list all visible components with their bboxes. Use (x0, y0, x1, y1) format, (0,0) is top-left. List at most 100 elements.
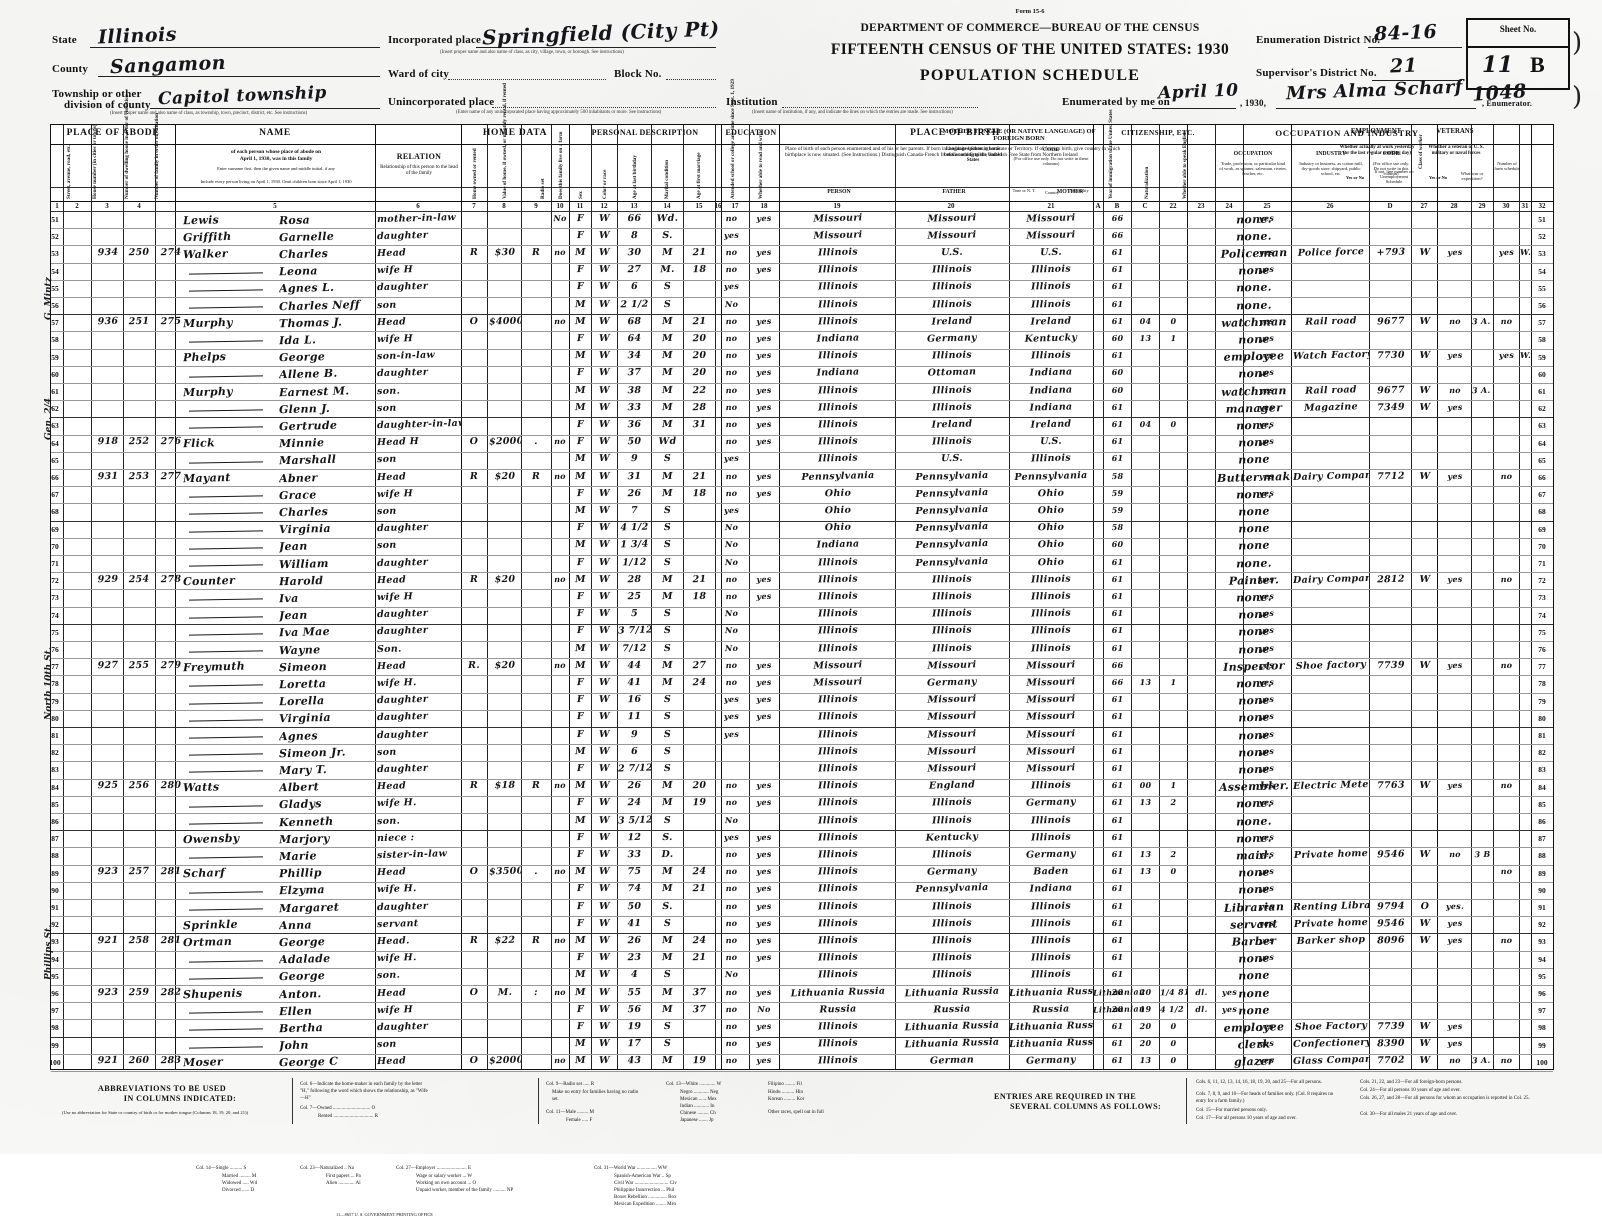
cell-given: Iva (278, 591, 299, 606)
ditto-dash (188, 512, 264, 516)
cell-occupation: none. (1235, 487, 1273, 502)
row-number-right: 58 (1538, 335, 1546, 345)
cell-marital: S (663, 625, 672, 637)
cell-house: 936 (97, 315, 119, 327)
row-rule (51, 813, 1553, 814)
ditto-dash (188, 271, 264, 275)
enumerator-name: Mrs Alma Scharf (1285, 76, 1464, 105)
cell-relation: Head (376, 1055, 407, 1068)
cell-color: W (598, 693, 611, 706)
cell-birth_father: Illinois (931, 573, 973, 586)
cell-relation: son (376, 505, 397, 518)
column-number: 28 (1450, 202, 1458, 210)
cell-code_b: 20 (1139, 1020, 1152, 1032)
footer-col14-married: Married ......... M (222, 1174, 257, 1179)
cell-value: $30 (494, 246, 516, 259)
cell-sex: F (576, 831, 585, 843)
column-rule (617, 125, 618, 1069)
row-number-left: 86 (51, 817, 59, 826)
cell-birth_person: Illinois (817, 555, 859, 569)
cell-readwrite: yes (756, 470, 772, 481)
cell-age_m: 27 (692, 659, 707, 671)
cell-class: W (1419, 315, 1431, 327)
cell-marital: M (661, 315, 674, 327)
cell-given: John (278, 1038, 309, 1053)
cell-birth_person: Illinois (817, 315, 859, 328)
cell-age_m: 20 (692, 332, 707, 345)
row-number-right: 79 (1538, 696, 1546, 706)
institution-note: (Insert name of institution, if any, and… (752, 109, 953, 115)
rot-age: Age at last birthday (632, 155, 638, 199)
cell-age_m: 21 (692, 573, 707, 585)
cell-relation: Head. (376, 935, 410, 948)
ward-label: Ward of city (388, 68, 450, 80)
cell-birth_person: Illinois (817, 968, 859, 981)
rot-home-value: Value of home, if owned, or monthly rent… (502, 83, 508, 199)
cell-sex: F (576, 883, 585, 895)
cell-birth_mother: Illinois (1030, 779, 1072, 792)
row-rule (51, 417, 1553, 419)
cell-birth_father: Illinois (931, 813, 973, 827)
cell-dwelling: 255 (128, 659, 150, 671)
cell-age: 4 1/2 (620, 521, 649, 534)
cell-code_a: 61 (1111, 711, 1124, 722)
row-number-left: 54 (51, 266, 59, 276)
cell-birth_father: Russia (933, 1003, 971, 1016)
cell-readwrite: No (757, 1003, 771, 1014)
footer-col9: Col. 9—Radio set ..... R (546, 1082, 595, 1087)
row-rule (51, 847, 1553, 849)
cell-readwrite: yes (756, 797, 772, 808)
entries-heads: Cols. 7, 8, 9, and 10—For heads of famil… (1196, 1092, 1334, 1104)
cell-birth_person: Illinois (817, 917, 859, 930)
cell-school: yes (723, 728, 740, 739)
cell-occupation: none (1238, 366, 1270, 381)
cell-birth_father: Germany (926, 332, 978, 345)
cell-industry: Shoe Factory (1294, 1019, 1368, 1033)
cell-unemp: 3 A. 8 (1471, 384, 1493, 395)
column-number: 31 (1521, 202, 1529, 210)
cell-code_b: 13 (1139, 332, 1152, 344)
cell-birth_mother: Illinois (1030, 280, 1072, 293)
cell-value: $2000 (488, 1054, 522, 1067)
unincorporated-note: (Enter name of any unincorporated place … (456, 109, 662, 115)
row-number-right: 93 (1538, 937, 1546, 947)
cell-occupation: Librarian (1223, 899, 1285, 915)
cell-given: Charles (278, 504, 329, 520)
cell-value: $20 (494, 659, 516, 671)
cell-vet: no (1500, 470, 1513, 481)
cell-birth_person: Illinois (817, 418, 859, 431)
cell-color: W (598, 797, 611, 809)
row-number-right: 71 (1538, 559, 1546, 568)
cell-industry: Private home (1293, 847, 1369, 861)
cell-marital: S (663, 1037, 672, 1050)
cell-vet: yes (1498, 349, 1515, 361)
cell-occupation: none (1238, 986, 1270, 1000)
cell-sex: M (574, 814, 587, 826)
cell-owned: O (469, 1055, 479, 1067)
cell-code_a: 61 (1111, 779, 1124, 791)
group-citizenship: CITIZENSHIP, ETC. (1121, 128, 1195, 137)
cell-color: W (598, 401, 611, 413)
cell-occupation: employee (1223, 1020, 1285, 1035)
cell-marital: M (661, 986, 674, 998)
cell-school: no (725, 487, 738, 498)
code-b-label: Country (1044, 190, 1060, 195)
cell-birth_person: Illinois (817, 693, 859, 706)
cell-color: W (598, 607, 611, 620)
cell-value: $4000 (488, 315, 522, 328)
cell-birth_father: Kentucky (925, 830, 979, 844)
cell-code_a: 61 (1111, 762, 1124, 774)
row-rule (51, 727, 1553, 728)
township-value: Capitol township (157, 82, 328, 110)
cell-age: 5 (630, 607, 639, 620)
cell-sex: F (576, 1003, 585, 1015)
township-label-2: division of county (64, 99, 151, 111)
cell-dwelling: 252 (128, 435, 150, 448)
cell-marital: M (661, 332, 674, 345)
cell-code_b: 13 (1139, 848, 1152, 860)
cell-readwrite: yes (756, 1055, 772, 1066)
cell-relation: daughter (376, 367, 429, 380)
cell-age_m: 24 (692, 934, 707, 947)
cell-code_a: 61 (1111, 642, 1124, 653)
cell-surname: Sprinkle (182, 917, 238, 932)
